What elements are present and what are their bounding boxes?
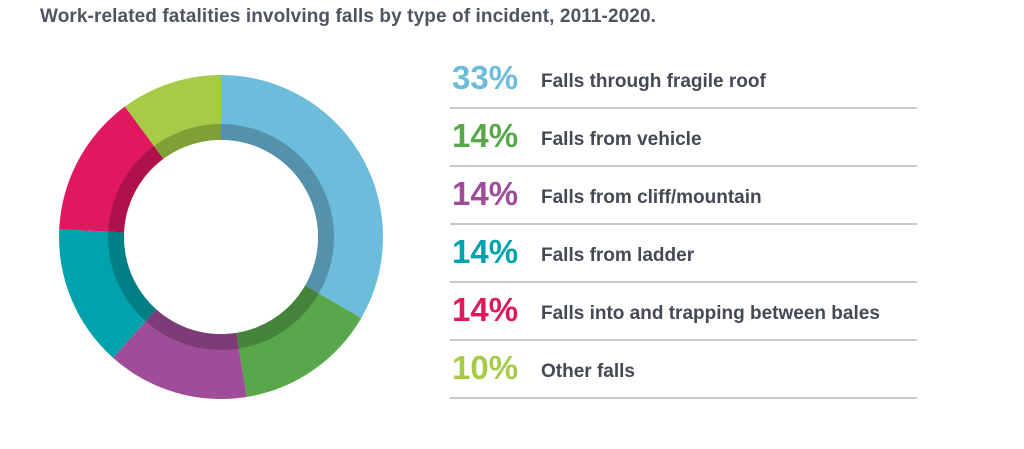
donut-chart — [58, 75, 383, 399]
donut-hole — [124, 140, 318, 334]
legend-percent: 10% — [452, 349, 519, 386]
legend-item-other: 10% Other falls — [450, 341, 917, 399]
chart-title: Work-related fatalities involving falls … — [40, 6, 656, 27]
legend-item-fragile-roof: 33% Falls through fragile roof — [450, 51, 917, 109]
legend-item-cliff-mountain: 14% Falls from cliff/mountain — [450, 167, 917, 225]
donut-slice-inner-shade — [145, 309, 239, 350]
legend-label: Falls from ladder — [541, 245, 695, 266]
donut-slice-inner-shade — [108, 146, 164, 233]
legend-item-ladder: 14% Falls from ladder — [450, 225, 917, 283]
legend-item-vehicle: 14% Falls from vehicle — [450, 109, 917, 167]
legend-label: Falls from cliff/mountain — [541, 187, 762, 208]
legend-percent: 14% — [452, 291, 519, 328]
donut-slice-ladder — [58, 229, 157, 358]
donut-slice-inner-shade — [221, 124, 334, 294]
legend-label: Falls into and trapping between bales — [541, 303, 880, 324]
donut-slice-fragile-roof — [221, 75, 383, 318]
donut-slice-inner-shade — [154, 124, 221, 159]
donut-slice-bales — [59, 106, 164, 233]
legend-label: Falls through fragile roof — [541, 71, 766, 92]
legend: 33% Falls through fragile roof 14% Falls… — [450, 51, 917, 399]
donut-slice-other — [124, 75, 221, 159]
legend-percent: 14% — [452, 233, 519, 270]
legend-percent: 33% — [452, 59, 519, 96]
donut-slice-cliff-mountain — [112, 309, 247, 399]
legend-percent: 14% — [452, 175, 519, 212]
donut-slice-inner-shade — [236, 285, 319, 349]
legend-label: Falls from vehicle — [541, 129, 702, 150]
legend-percent: 14% — [452, 117, 519, 154]
donut-slice-inner-shade — [107, 231, 157, 322]
donut-slice-vehicle — [236, 285, 362, 397]
legend-item-bales: 14% Falls into and trapping between bale… — [450, 283, 917, 341]
legend-label: Other falls — [541, 361, 635, 382]
